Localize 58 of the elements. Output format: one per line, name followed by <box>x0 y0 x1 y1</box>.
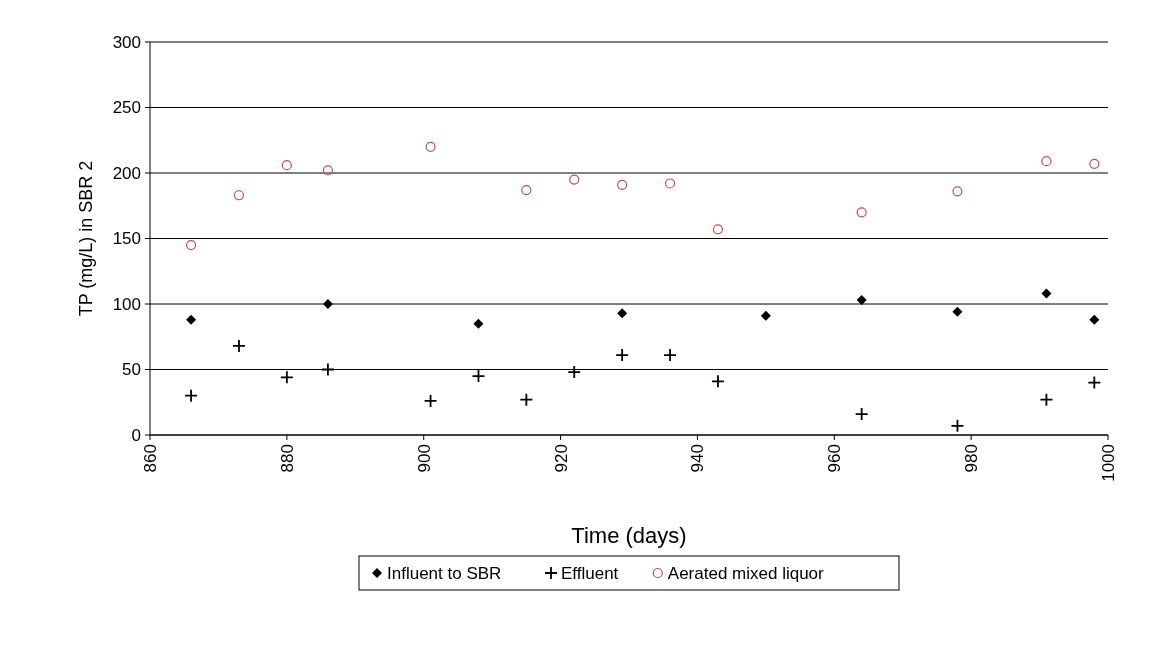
point <box>279 370 294 385</box>
point <box>425 141 436 152</box>
point <box>569 174 580 185</box>
point <box>1039 392 1054 407</box>
point <box>281 160 292 171</box>
y-axis-title: TP (mg/L) in SBR 2 <box>76 160 96 317</box>
point <box>1089 158 1100 169</box>
legend-label: Influent to SBR <box>387 563 502 583</box>
point <box>471 369 486 383</box>
point <box>321 362 335 377</box>
legend-label: Effluent <box>561 563 619 583</box>
y-tick-label: 0 <box>131 425 141 445</box>
point <box>322 165 334 176</box>
legend-label: Aerated mixed liquor <box>667 563 825 583</box>
point <box>233 190 245 201</box>
point <box>664 178 676 189</box>
y-tick-label: 100 <box>112 294 141 314</box>
point <box>184 388 198 403</box>
y-tick-label: 50 <box>122 360 141 380</box>
point <box>1041 156 1052 167</box>
x-tick-label: 900 <box>414 444 434 473</box>
x-tick-label: 960 <box>825 444 845 473</box>
x-tick-label: 860 <box>140 444 160 473</box>
point <box>232 339 246 353</box>
point <box>615 348 630 362</box>
point <box>521 184 532 196</box>
point <box>423 394 438 408</box>
point <box>617 179 628 190</box>
point <box>473 318 484 329</box>
point <box>663 348 677 362</box>
x-tick-label: 940 <box>688 444 708 473</box>
point <box>1087 375 1102 390</box>
point <box>952 186 963 197</box>
point <box>1089 314 1100 325</box>
point <box>952 306 963 317</box>
x-axis-title: Time (days) <box>571 523 687 548</box>
point <box>1041 288 1052 299</box>
y-tick-label: 250 <box>112 98 141 118</box>
x-tick-label: 880 <box>277 444 297 473</box>
y-tick-label: 300 <box>112 32 141 52</box>
x-tick-label: 980 <box>962 444 982 473</box>
point <box>567 365 582 380</box>
x-tick-label: 1000 <box>1098 444 1118 482</box>
point <box>185 239 197 251</box>
point <box>711 374 725 389</box>
point <box>856 295 867 306</box>
point <box>519 392 534 407</box>
point <box>186 314 197 325</box>
point <box>322 299 333 309</box>
y-tick-label: 150 <box>112 229 141 249</box>
point <box>760 310 771 321</box>
point <box>950 418 965 433</box>
point <box>854 407 869 421</box>
point <box>712 224 724 235</box>
y-tick-label: 200 <box>112 163 141 183</box>
x-tick-label: 920 <box>551 444 571 473</box>
point <box>617 308 628 319</box>
point <box>856 207 867 218</box>
